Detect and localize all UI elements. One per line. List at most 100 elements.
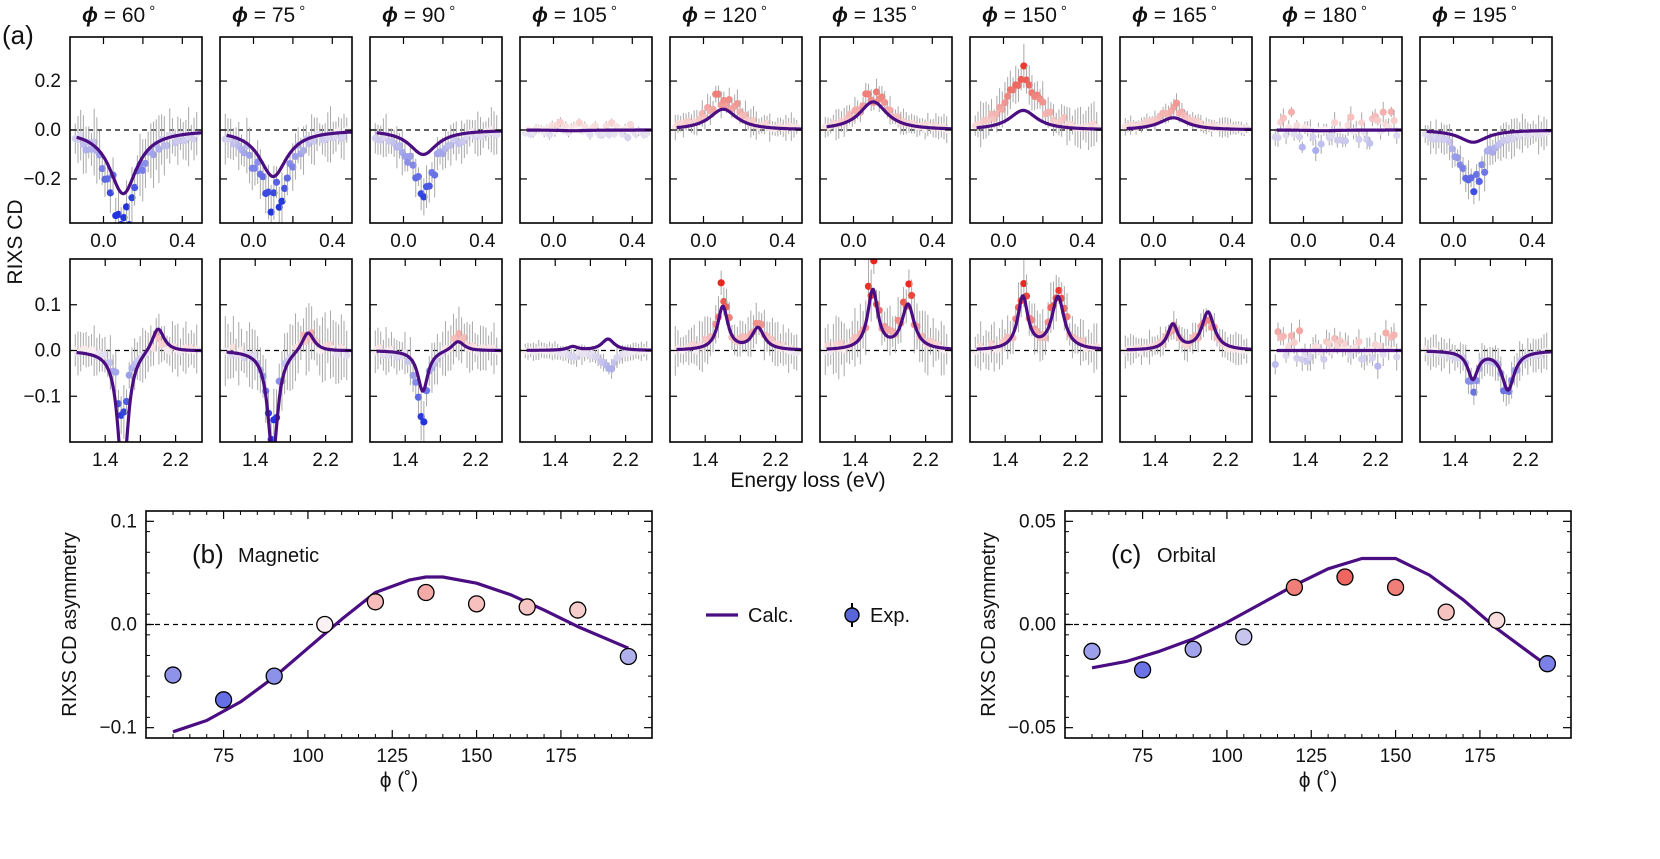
exp-point	[1060, 113, 1068, 122]
subplot-area	[1420, 332, 1552, 407]
exp-point	[1055, 286, 1063, 295]
phi-equals: =	[98, 4, 122, 27]
x-tick-label: 0.0	[1290, 231, 1316, 252]
x-tick-label: 100	[292, 746, 324, 767]
phi-value: 90	[422, 4, 445, 27]
exp-point	[106, 189, 114, 197]
x-tick-label: 0.4	[619, 231, 646, 252]
exp-point	[569, 601, 587, 619]
subplot-area	[1270, 101, 1402, 162]
exp-point	[128, 194, 136, 202]
calc-line	[375, 129, 502, 157]
exp-point	[886, 106, 894, 114]
phi-unit: °	[611, 3, 617, 20]
exp-point	[824, 341, 832, 349]
exp-point	[1454, 154, 1462, 162]
phi-symbol: ϕ	[1432, 4, 1448, 27]
exp-point	[414, 393, 423, 401]
exp-point	[1295, 133, 1304, 141]
column-title: ϕ = 150 °	[982, 3, 1067, 27]
exp-point	[881, 98, 889, 106]
exp-point	[619, 647, 638, 666]
calc-line	[1425, 349, 1552, 392]
exp-point	[690, 340, 698, 348]
x-tick-label: 0.0	[390, 231, 416, 252]
y-tick-label: −0.2	[23, 169, 61, 190]
exp-point	[82, 146, 90, 154]
panel-a-label: (a)	[2, 20, 34, 50]
exp-point	[1445, 138, 1454, 146]
phi-equals: =	[1448, 4, 1472, 27]
calc-line	[75, 131, 202, 196]
phi-equals: =	[1298, 4, 1322, 27]
x-tick-label: 2.2	[1362, 450, 1388, 471]
exp-point	[548, 122, 556, 130]
exp-point	[467, 595, 486, 613]
exp-point	[414, 172, 423, 181]
exp-point	[605, 131, 613, 139]
phi-unit: °	[761, 3, 767, 20]
exp-point	[335, 350, 343, 358]
exp-point	[310, 137, 318, 145]
phi-value: 180	[1322, 4, 1357, 27]
exp-point	[366, 593, 385, 611]
exp-point	[608, 119, 616, 127]
subplot-area	[370, 107, 502, 216]
exp-point	[385, 351, 393, 359]
x-tick-label: 0.4	[169, 231, 196, 252]
exp-point	[717, 279, 725, 287]
calc-line	[1091, 556, 1549, 670]
exp-point	[1393, 132, 1401, 140]
subplot-area	[1120, 93, 1252, 138]
subplot-r0-c1: 0.0 0.4 ϕ = 75 °	[219, 3, 353, 252]
subplot-r1-c9: 1.4 2.2	[1419, 258, 1553, 471]
exp-point	[141, 159, 150, 167]
calc-line	[1425, 128, 1552, 144]
calc-line	[225, 331, 352, 442]
exp-point	[98, 164, 106, 173]
exp-point	[1360, 354, 1368, 363]
exp-point	[420, 418, 428, 426]
column-title: ϕ = 60 °	[82, 3, 155, 27]
exp-point	[1390, 116, 1398, 125]
panel-b-magnetic: 75 100 125 150 175 −0.1 0.0 0.1 (b) Magnetic RIXS …	[59, 510, 653, 792]
y-tick-label: 0.0	[35, 341, 61, 362]
exp-point	[1355, 338, 1363, 346]
x-tick-label: 0.4	[1369, 231, 1396, 252]
exp-point	[864, 90, 873, 98]
x-tick-label: 1.4	[842, 450, 869, 471]
exp-point	[1274, 328, 1282, 336]
calc-line	[75, 327, 202, 442]
exp-point	[1295, 327, 1304, 335]
y-tick-label: −0.1	[23, 386, 61, 407]
exp-point	[1293, 121, 1301, 130]
exp-point	[1344, 121, 1352, 129]
subplot-r1-c5: 1.4 2.2	[819, 258, 953, 471]
x-tick-label: 125	[1295, 746, 1327, 767]
x-tick-label: 175	[545, 746, 577, 767]
exp-point	[149, 151, 158, 159]
phi-symbol: ϕ	[532, 4, 548, 27]
exp-point	[251, 164, 259, 172]
exp-point	[270, 189, 278, 197]
exp-point	[626, 120, 635, 129]
subplot-r1-c1: 1.4 2.2	[219, 258, 353, 471]
calc-line	[1125, 116, 1252, 132]
exp-point	[1448, 145, 1456, 153]
phi-value: 120	[722, 4, 757, 27]
exp-point	[1333, 136, 1341, 144]
phi-equals: =	[1148, 4, 1172, 27]
phi-value: 60	[122, 4, 145, 27]
exp-point	[1184, 640, 1202, 658]
x-tick-label: 75	[213, 746, 234, 767]
x-tick-label: 150	[461, 746, 493, 767]
exp-point	[122, 203, 131, 211]
exp-point	[1279, 332, 1287, 340]
exp-point	[1279, 114, 1287, 122]
phi-value: 75	[272, 4, 295, 27]
exp-point	[837, 339, 846, 347]
exp-point	[1083, 642, 1101, 660]
exp-point	[1374, 362, 1382, 370]
y-tick-label: 0.1	[35, 295, 61, 316]
subplot-area	[70, 107, 202, 223]
